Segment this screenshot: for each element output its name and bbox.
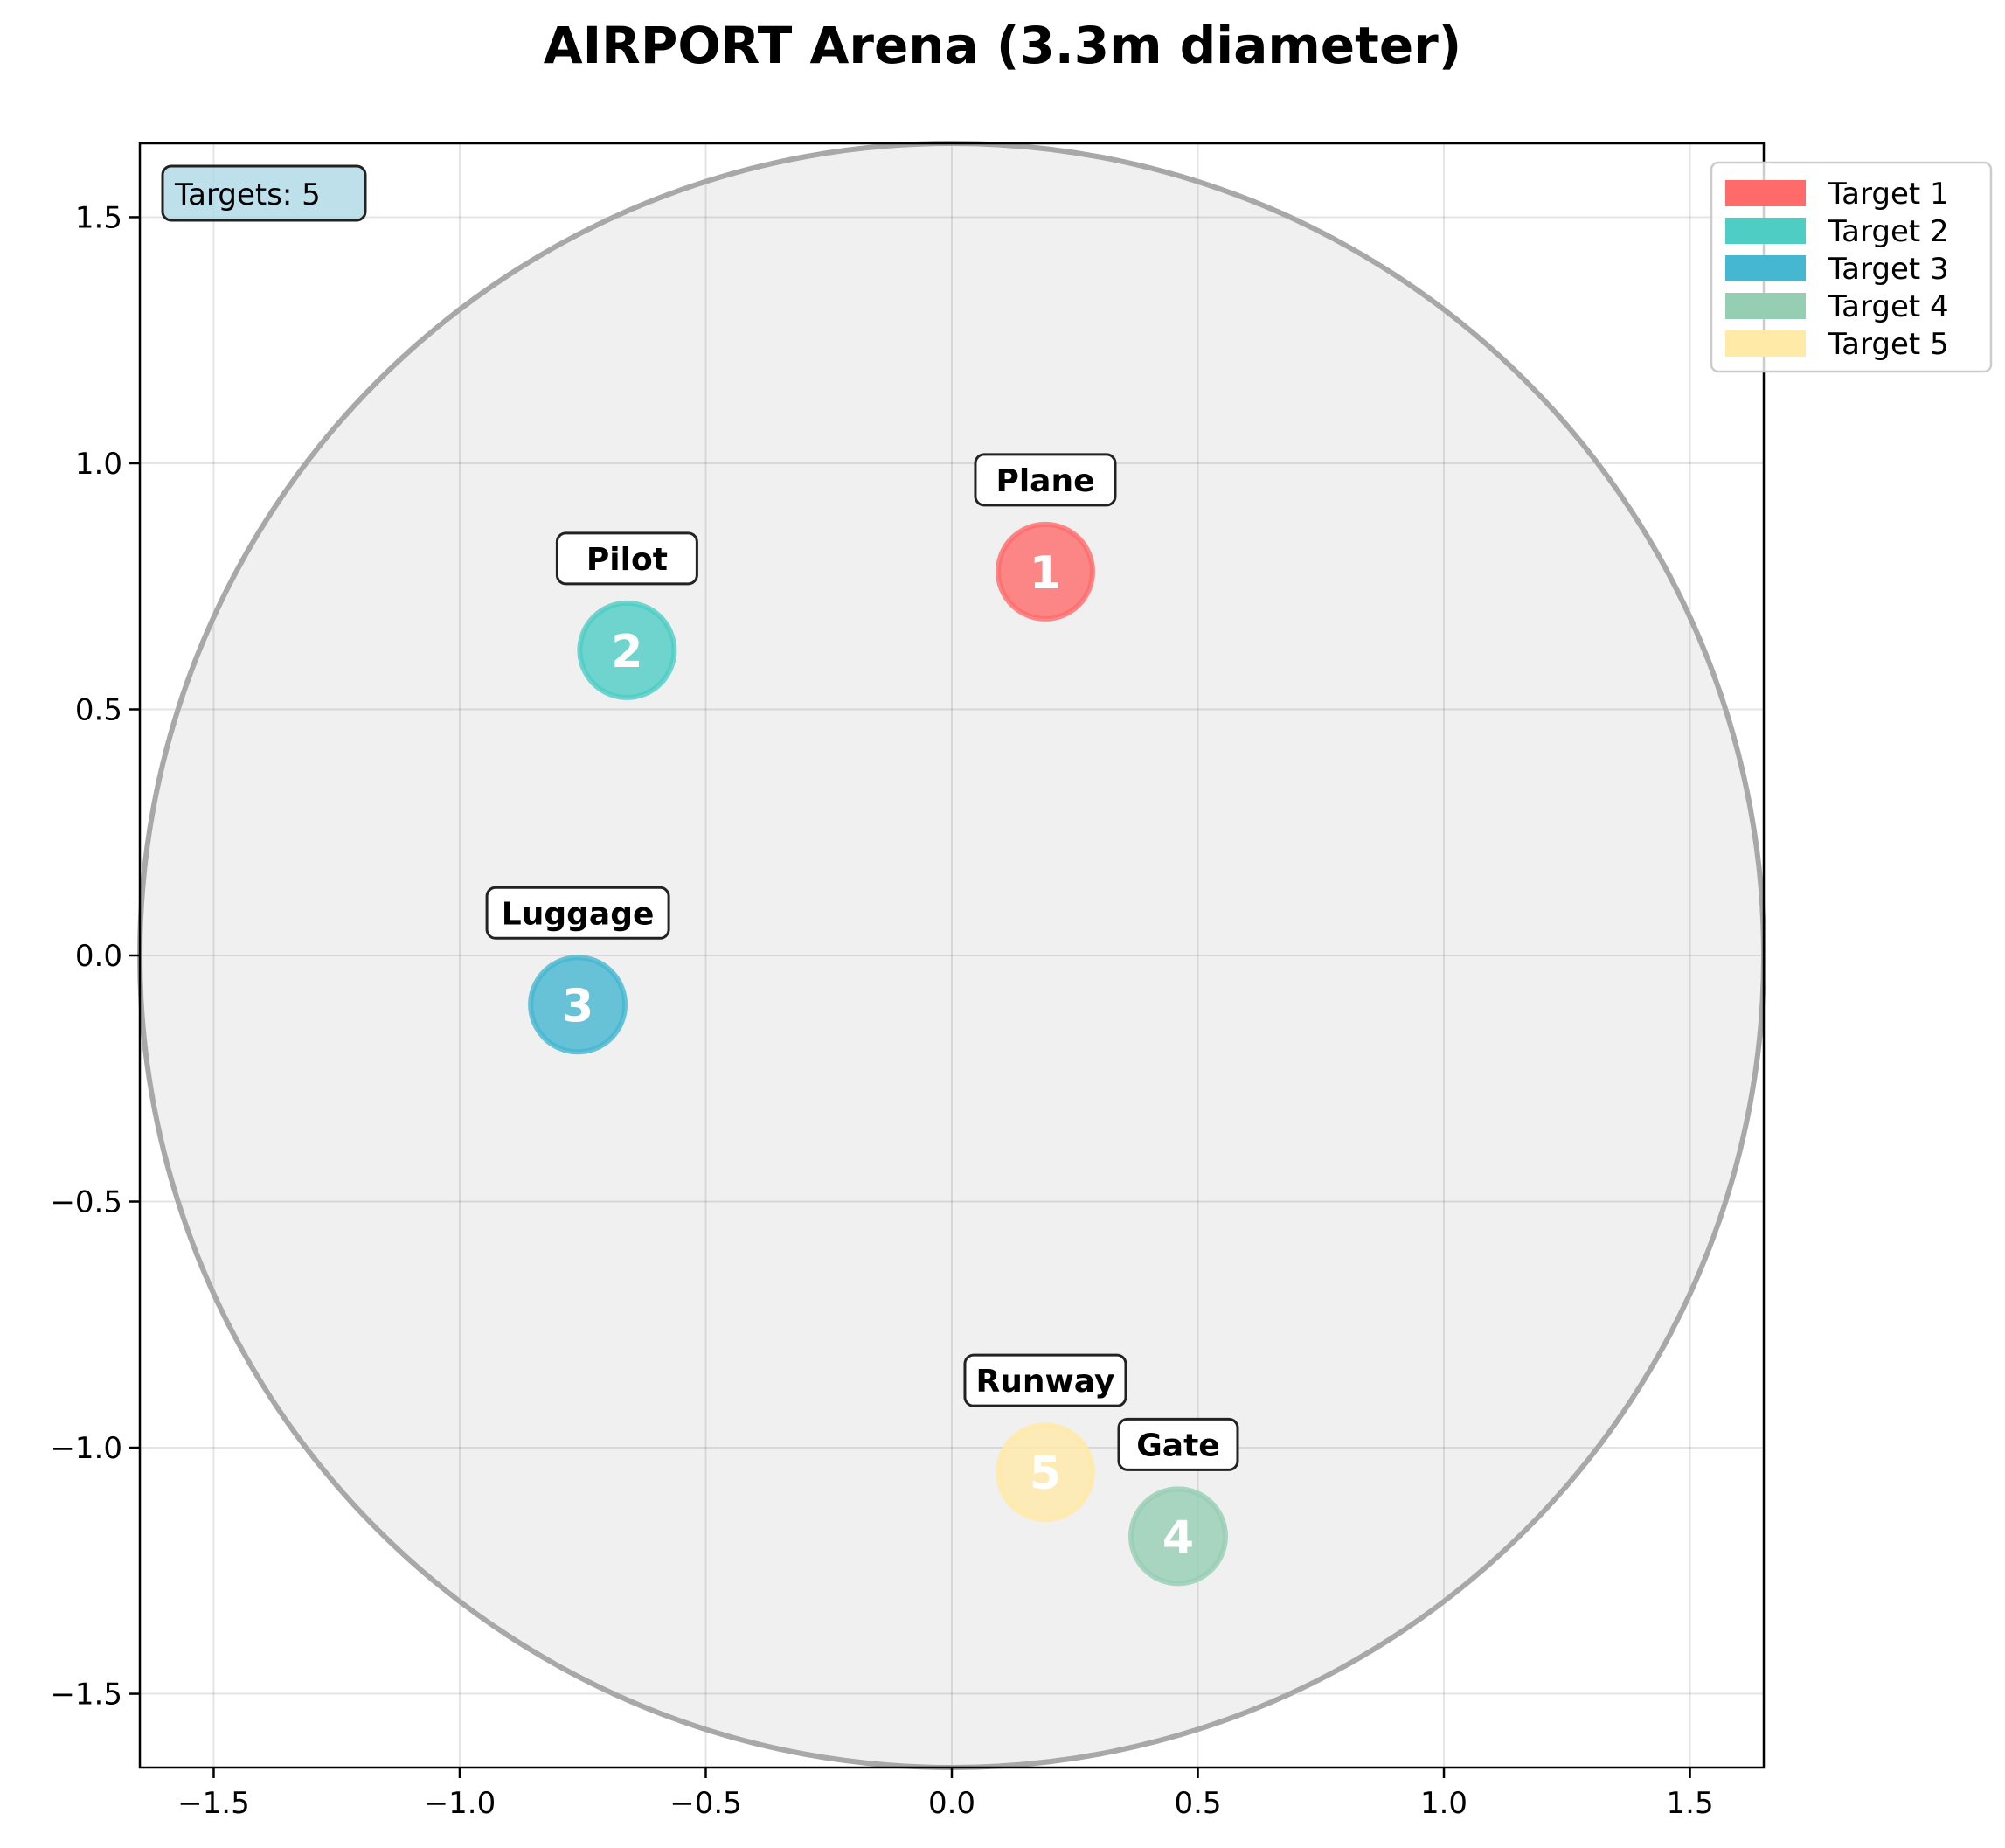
target-marker [995,521,1095,622]
x-tick-label: −1.5 [177,1786,250,1821]
target-label-box [974,453,1117,507]
target-number: 4 [1162,1511,1194,1564]
target-label-box [1117,1417,1239,1471]
legend-label: Target 5 [1828,327,1949,362]
target-number: 2 [611,626,642,678]
target-marker [1127,1486,1228,1587]
legend-swatch [1725,218,1806,244]
target-label-box [963,1353,1127,1407]
targets-count-annotation: Targets: 5 [161,164,367,222]
y-tick-label: −1.0 [50,1431,122,1466]
target-marker [995,1422,1095,1523]
target-label: Gate [1136,1428,1219,1463]
targets-layer: 1 Plane 2 Pilot 3 Luggage 4 Gate 5 Runway [485,453,1239,1587]
legend-entry: Target 3 [1725,252,1949,287]
y-tick-label: −0.5 [50,1185,122,1220]
y-tick-label: 1.5 [75,200,122,235]
target-3: 3 Luggage [485,886,670,1055]
target-label-box [485,886,670,940]
target-5: 5 Runway [963,1353,1127,1523]
legend-entry: Target 5 [1725,327,1949,362]
target-label: Plane [996,463,1094,499]
legend-label: Target 3 [1828,252,1949,287]
target-marker [577,600,677,700]
target-label: Pilot [586,542,668,578]
legend-label: Target 1 [1828,177,1949,212]
legend-swatch [1725,293,1806,319]
legend-box [1710,161,1993,373]
targets-count-box [161,164,367,222]
x-tick-label: 1.0 [1420,1786,1467,1821]
legend-label: Target 2 [1828,214,1949,249]
y-tick-label: 0.0 [75,939,122,974]
legend-swatch [1725,180,1806,206]
legend-swatch [1725,255,1806,281]
legend-swatch [1725,330,1806,357]
arena-circle-fill [140,143,1764,1768]
target-number: 5 [1030,1448,1061,1500]
legend-label: Target 4 [1828,289,1949,324]
chart-title: AIRPORT Arena (3.3m diameter) [543,16,1462,75]
legend-entry: Target 2 [1725,214,1949,249]
axis-ticks: −1.5 −1.0 −0.5 0.0 0.5 1.0 1.5 1.5 1.0 0.5 0.0 −0.5… [50,200,1713,1821]
x-tick-label: −0.5 [669,1786,742,1821]
y-tick-label: −1.5 [50,1678,122,1713]
target-4: 4 Gate [1117,1417,1239,1587]
y-tick-label: 1.0 [75,447,122,482]
target-number: 1 [1030,547,1061,600]
targets-count-text: Targets: 5 [174,177,321,212]
legend-entry: Target 1 [1725,177,1949,212]
x-tick-label: 0.5 [1174,1786,1221,1821]
target-1: 1 Plane [974,453,1117,622]
target-number: 3 [562,980,593,1032]
target-label-box [555,531,698,586]
target-marker [528,955,628,1055]
target-label: Luggage [502,896,655,932]
arena-area [137,141,1766,1770]
y-tick-label: 0.5 [75,692,122,727]
target-2: 2 Pilot [555,531,698,700]
x-tick-label: 1.5 [1667,1786,1714,1821]
x-tick-label: −1.0 [424,1786,496,1821]
x-tick-label: 0.0 [928,1786,975,1821]
target-label: Runway [976,1364,1115,1400]
legend-entry: Target 4 [1725,289,1949,324]
